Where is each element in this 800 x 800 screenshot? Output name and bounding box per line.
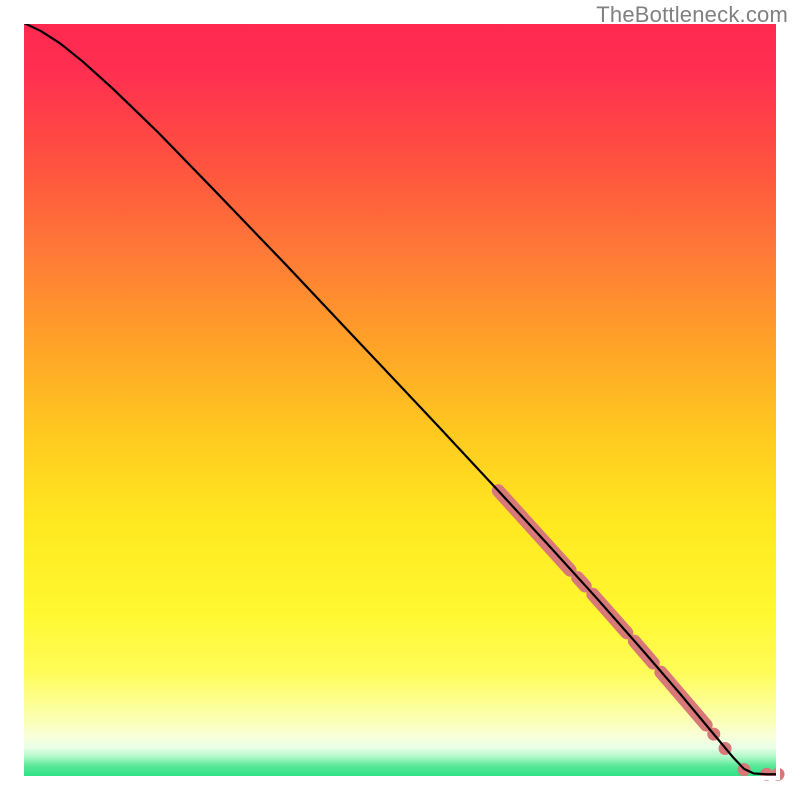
- watermark-text: TheBottleneck.com: [596, 2, 788, 28]
- plot-background: [22, 22, 778, 778]
- bottleneck-chart: [0, 0, 800, 800]
- chart-stage: TheBottleneck.com: [0, 0, 800, 800]
